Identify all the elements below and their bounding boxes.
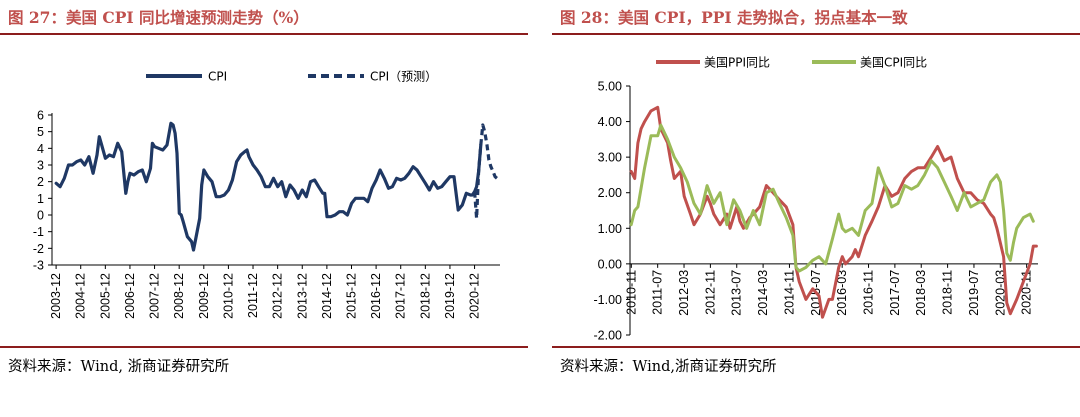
x-tick-label: 2008-12: [172, 273, 186, 319]
x-tick-label: 2014-11: [782, 270, 796, 315]
legend-label: CPI（预测）: [370, 70, 437, 84]
source-note: 资料来源：Wind, 浙商证券研究所: [8, 359, 230, 375]
x-tick-label: 2012-11: [703, 270, 717, 315]
y-tick-label: -3: [33, 259, 44, 273]
y-tick-label: 1: [37, 192, 44, 206]
x-tick-label: 2003-12: [49, 273, 63, 319]
x-tick-label: 2013-12: [295, 273, 309, 319]
x-tick-label: 2015-12: [344, 273, 358, 319]
y-tick-label: 3: [37, 159, 44, 173]
y-tick-label: -1.00: [594, 293, 623, 307]
chart-title: 图 27：美国 CPI 同比增速预测走势（%）: [8, 8, 309, 27]
chart-panel-cpi-forecast: 图 27：美国 CPI 同比增速预测走势（%） -3 -2 -1 0 1 2 3 4 5 6 200…: [0, 0, 528, 417]
y-tick-label: 0: [37, 209, 44, 223]
x-tick-label: 2007-12: [148, 273, 162, 319]
x-tick-label: 2010-11: [624, 270, 638, 315]
y-tick-label: 5.00: [598, 80, 622, 94]
x-tick-label: 2013-07: [730, 270, 744, 316]
x-tick-label: 2014-12: [320, 273, 334, 319]
x-tick-label: 2004-12: [74, 273, 88, 319]
x-tick-label: 2016-03: [835, 270, 849, 316]
legend-label: 美国CPI同比: [860, 56, 927, 70]
x-tick-label: 2012-03: [677, 270, 691, 316]
x-tick-label: 2006-12: [123, 273, 137, 319]
legend-label: CPI: [208, 70, 227, 84]
chart-panel-cpi-ppi: 图 28：美国 CPI，PPI 走势拟合，拐点基本一致 5.00 4.00 3.00…: [552, 0, 1080, 417]
title-rule: [552, 33, 1080, 35]
x-tick-label: 2011-07: [651, 270, 665, 315]
x-tick-label: 2009-12: [197, 273, 211, 319]
y-tick-label: 4: [37, 142, 44, 156]
x-tick-label: 2017-12: [394, 273, 408, 319]
y-tick-label: -1: [33, 225, 44, 239]
cpi-forecast-chart: -3 -2 -1 0 1 2 3 4 5 6 2003-12 2004-12 2005-12 2006-1…: [33, 70, 500, 319]
x-tick-label: 2019-12: [443, 273, 457, 319]
y-tick-label: -2: [33, 242, 44, 256]
source-note: 资料来源：Wind,浙商证券研究所: [560, 359, 777, 375]
series-line: [473, 123, 499, 220]
y-tick-label: 2: [37, 175, 44, 189]
x-tick-label: 2012-12: [271, 273, 285, 319]
x-tick-label: 2018-03: [914, 270, 928, 316]
series-line: [54, 121, 483, 252]
y-tick-label: 4.00: [598, 115, 622, 129]
x-tick-label: 2016-12: [369, 273, 383, 319]
x-tick-label: 2011-12: [246, 273, 260, 318]
x-tick-label: 2018-11: [941, 270, 955, 315]
y-tick-label: 2.00: [598, 186, 622, 200]
chart-title: 图 28：美国 CPI，PPI 走势拟合，拐点基本一致: [560, 8, 908, 27]
title-rule: [0, 33, 528, 35]
y-tick-label: -2.00: [594, 329, 623, 343]
y-tick-label: 6: [37, 109, 44, 123]
series-line: [629, 105, 1038, 319]
x-tick-label: 2017-07: [888, 270, 902, 316]
x-tick-label: 2016-11: [862, 270, 876, 315]
y-tick-label: 0.00: [598, 257, 622, 271]
x-tick-label: 2014-03: [756, 270, 770, 316]
x-tick-label: 2005-12: [98, 273, 112, 319]
legend-label: 美国PPI同比: [704, 56, 770, 70]
source-rule: [552, 346, 1080, 348]
cpi-ppi-chart: 5.00 4.00 3.00 2.00 1.00 0.00 -1.00 -2.002010-1…: [594, 56, 1038, 343]
x-tick-label: 2019-07: [967, 270, 981, 316]
x-tick-label: 2010-12: [221, 273, 235, 319]
x-tick-label: 2018-12: [418, 273, 432, 319]
y-tick-label: 3.00: [598, 151, 622, 165]
series-line: [629, 123, 1035, 273]
x-tick-label: 2020-12: [468, 273, 482, 319]
y-tick-label: 1.00: [598, 222, 622, 236]
source-rule: [0, 346, 528, 348]
y-tick-label: 5: [37, 125, 44, 139]
